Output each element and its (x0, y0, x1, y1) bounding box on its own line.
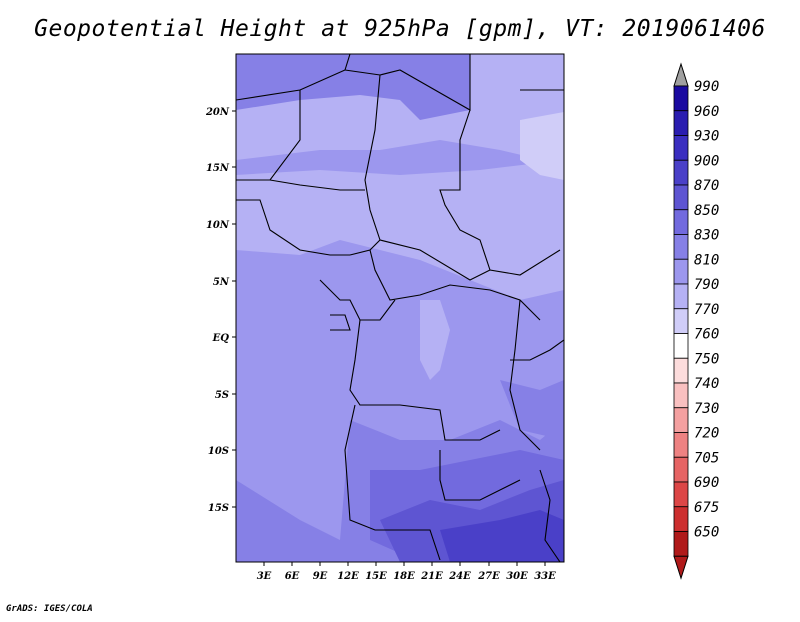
colorbar-level-label: 730 (694, 401, 719, 417)
colorbar-swatch (673, 357, 689, 384)
colorbar-swatch (673, 456, 689, 483)
map-frame (235, 53, 565, 563)
lat-tick-label: 5S (215, 390, 229, 401)
colorbar-swatch (673, 234, 689, 260)
colorbar-level-label: 930 (694, 129, 719, 145)
colorbar-level-label: 770 (694, 302, 719, 318)
lon-tick-label: 30E (506, 571, 528, 582)
colorbar-swatch (673, 209, 689, 235)
colorbar-level-label: 690 (694, 475, 719, 491)
colorbar-under-arrow (673, 555, 689, 580)
colorbar-swatch (673, 506, 689, 532)
lon-tick-label: 9E (313, 571, 328, 582)
colorbar-level-label: 705 (694, 450, 719, 466)
colorbar-level-label: 750 (694, 351, 719, 367)
colorbar-level-label: 650 (694, 525, 719, 541)
colorbar-level-label: 850 (694, 203, 719, 219)
colorbar-swatch (673, 159, 689, 186)
colorbar-swatch (673, 531, 689, 557)
colorbar-level-label: 790 (694, 277, 719, 293)
colorbar-level-label: 760 (694, 327, 719, 343)
lat-tick-label: 15S (208, 503, 229, 514)
latitude-axis: 20N 15N 10N 5N EQ 5S 10S 15S (205, 107, 236, 514)
colorbar-level-label: 870 (694, 178, 719, 194)
country-borders (236, 54, 564, 562)
lat-tick-label: 10S (208, 446, 229, 457)
colorbar-level-label: 960 (694, 104, 719, 120)
colorbar-level-label: 900 (694, 153, 719, 169)
lat-tick-label: EQ (212, 333, 230, 344)
colorbar-level-label: 830 (694, 228, 719, 244)
map-title: Geopotential Height at 925hPa [gpm], VT:… (34, 16, 766, 42)
colorbar-swatch (673, 407, 689, 433)
longitude-axis: 3E 6E 9E 12E 15E 18E 21E 24E 27E 30E 33E (257, 562, 556, 582)
colorbar-swatch (673, 135, 689, 161)
colorbar-swatch (673, 110, 689, 136)
lat-tick-label: 10N (206, 220, 230, 231)
grads-credit: GrADS: IGES/COLA (6, 604, 93, 614)
colorbar-swatch (673, 258, 689, 285)
colorbar-swatch (673, 85, 689, 112)
height-field (236, 54, 564, 562)
lat-tick-label: 20N (205, 107, 230, 118)
colorbar-swatch (673, 432, 689, 458)
lon-tick-label: 21E (420, 571, 443, 582)
colorbar-swatch (673, 333, 689, 359)
colorbar-level-label: 740 (694, 376, 719, 392)
colorbar-swatch (673, 184, 689, 211)
lon-tick-label: 12E (337, 571, 359, 582)
colorbar-swatch (673, 382, 689, 409)
lon-tick-label: 33E (534, 571, 556, 582)
lon-tick-label: 24E (448, 571, 471, 582)
lon-tick-label: 15E (365, 571, 387, 582)
colorbar-level-label: 990 (694, 79, 719, 95)
lat-tick-label: 15N (206, 163, 230, 174)
colorbar: 990 960 930 900 870 850 830 810 790 770 760 750 740 7… (673, 62, 719, 580)
colorbar-swatch (673, 481, 689, 508)
lon-tick-label: 27E (477, 571, 500, 582)
lat-tick-label: 5N (213, 277, 230, 288)
lon-tick-label: 18E (393, 571, 415, 582)
colorbar-level-label: 810 (694, 252, 719, 268)
colorbar-swatch (673, 283, 689, 310)
colorbar-swatch (673, 308, 689, 334)
lon-tick-label: 6E (285, 571, 300, 582)
colorbar-level-label: 675 (694, 500, 719, 516)
lon-tick-label: 3E (257, 571, 272, 582)
colorbar-over-arrow (673, 62, 689, 87)
colorbar-level-label: 720 (694, 426, 719, 442)
